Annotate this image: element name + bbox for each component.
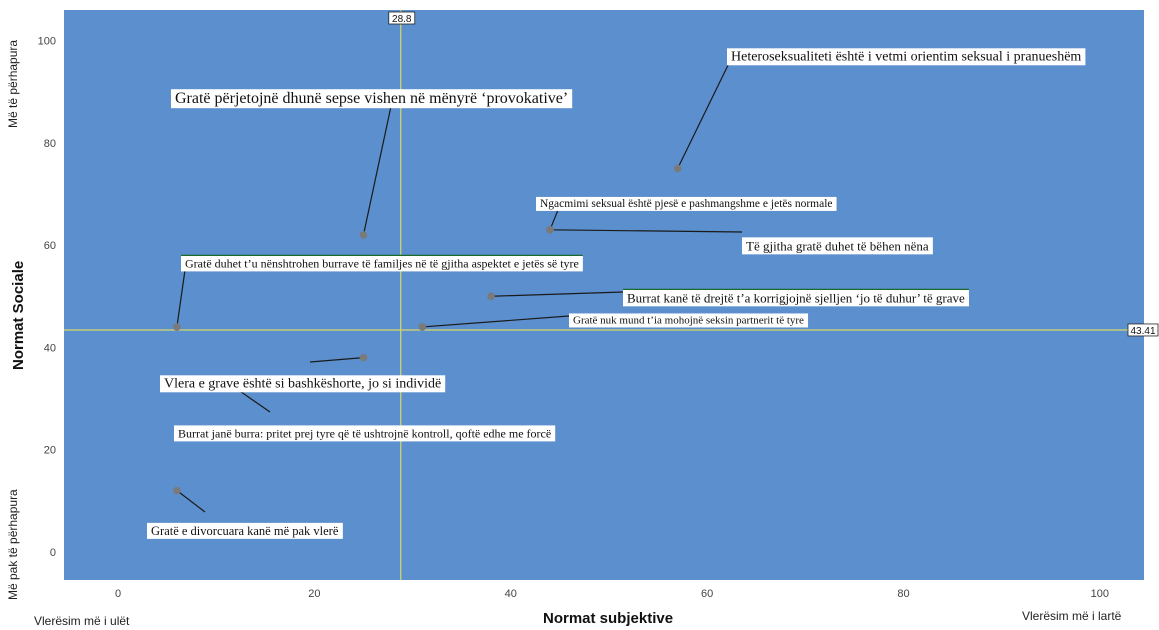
point-label-box — [147, 522, 343, 539]
x-tick-label: 60 — [701, 588, 713, 600]
leader-line — [677, 54, 734, 169]
point-label: Të gjitha gratë duhet të bëhen nëna — [746, 238, 929, 253]
x-tick-label: 0 — [115, 588, 121, 600]
point-label-box — [171, 89, 573, 109]
y-tick-label: 80 — [44, 138, 56, 150]
point-label-box — [181, 255, 583, 272]
point-label-box — [160, 375, 446, 393]
data-point — [359, 231, 368, 239]
point-label-box — [623, 289, 969, 307]
x-tick-label: 80 — [897, 588, 909, 600]
data-point — [487, 292, 495, 301]
y-axis-title: Normat Sociale — [10, 260, 27, 370]
leader-line — [309, 357, 364, 363]
x-tick-label: 100 — [1091, 588, 1109, 600]
data-point — [173, 323, 181, 331]
leader-line — [549, 229, 743, 233]
y-tick-label: 60 — [44, 240, 56, 252]
data-point — [359, 353, 368, 362]
point-label: Gratë përjetojnë dhunë sepse vishen në m… — [175, 90, 568, 107]
point-label: Ngacmimi seksual është pjesë e pashmangs… — [540, 198, 833, 210]
y-tick-label: 100 — [38, 36, 56, 48]
y-tick-label: 20 — [44, 445, 56, 457]
ref-y-label-box — [1127, 323, 1159, 337]
point-label: Heteroseksualiteti është i vetmi orienti… — [731, 49, 1081, 64]
ref-y-label: 43.41 — [1130, 326, 1155, 337]
leader-line — [491, 291, 624, 297]
point-label: Gratë e divorcuara kanë më pak vlerë — [151, 524, 339, 538]
data-point — [418, 323, 427, 331]
point-label-box — [569, 313, 809, 328]
x-low-label: Vlerësim më i ulët — [34, 614, 130, 628]
ref-x-label-box — [388, 11, 416, 25]
leader-line — [176, 490, 206, 513]
y-tick-label: 0 — [50, 547, 56, 559]
point-label: Burrat janë burra: pritet prej tyre që t… — [178, 426, 551, 440]
y-tick-label: 40 — [44, 342, 56, 354]
point-label: Burrat kanë të drejtë t’a korrigjojnë sj… — [627, 290, 965, 305]
y-high-label: Më të përhapura — [6, 39, 20, 128]
data-point — [673, 164, 682, 173]
leader-line — [176, 262, 187, 328]
x-tick-label: 20 — [308, 588, 320, 600]
leader-line — [362, 96, 394, 236]
point-label-box — [174, 425, 556, 442]
y-low-label: Më pak të përhapura — [6, 489, 20, 600]
x-high-label: Vlerësim më i lartë — [1022, 609, 1122, 623]
ref-x-label: 28.8 — [392, 14, 412, 25]
point-label: Vlera e grave është si bashkëshorte, jo … — [164, 376, 441, 391]
x-tick-label: 40 — [505, 588, 517, 600]
leader-line — [422, 315, 570, 328]
data-point — [546, 226, 554, 234]
x-axis-title: Normat subjektive — [543, 610, 674, 627]
point-label-box — [727, 48, 1086, 66]
point-label: Gratë duhet t’u nënshtrohen burrave të f… — [185, 256, 579, 270]
point-label: Gratë nuk mund t’ia mohojnë seksin partn… — [573, 314, 804, 326]
point-label-box — [536, 196, 837, 211]
data-point — [173, 486, 181, 495]
point-label-box — [742, 237, 933, 255]
